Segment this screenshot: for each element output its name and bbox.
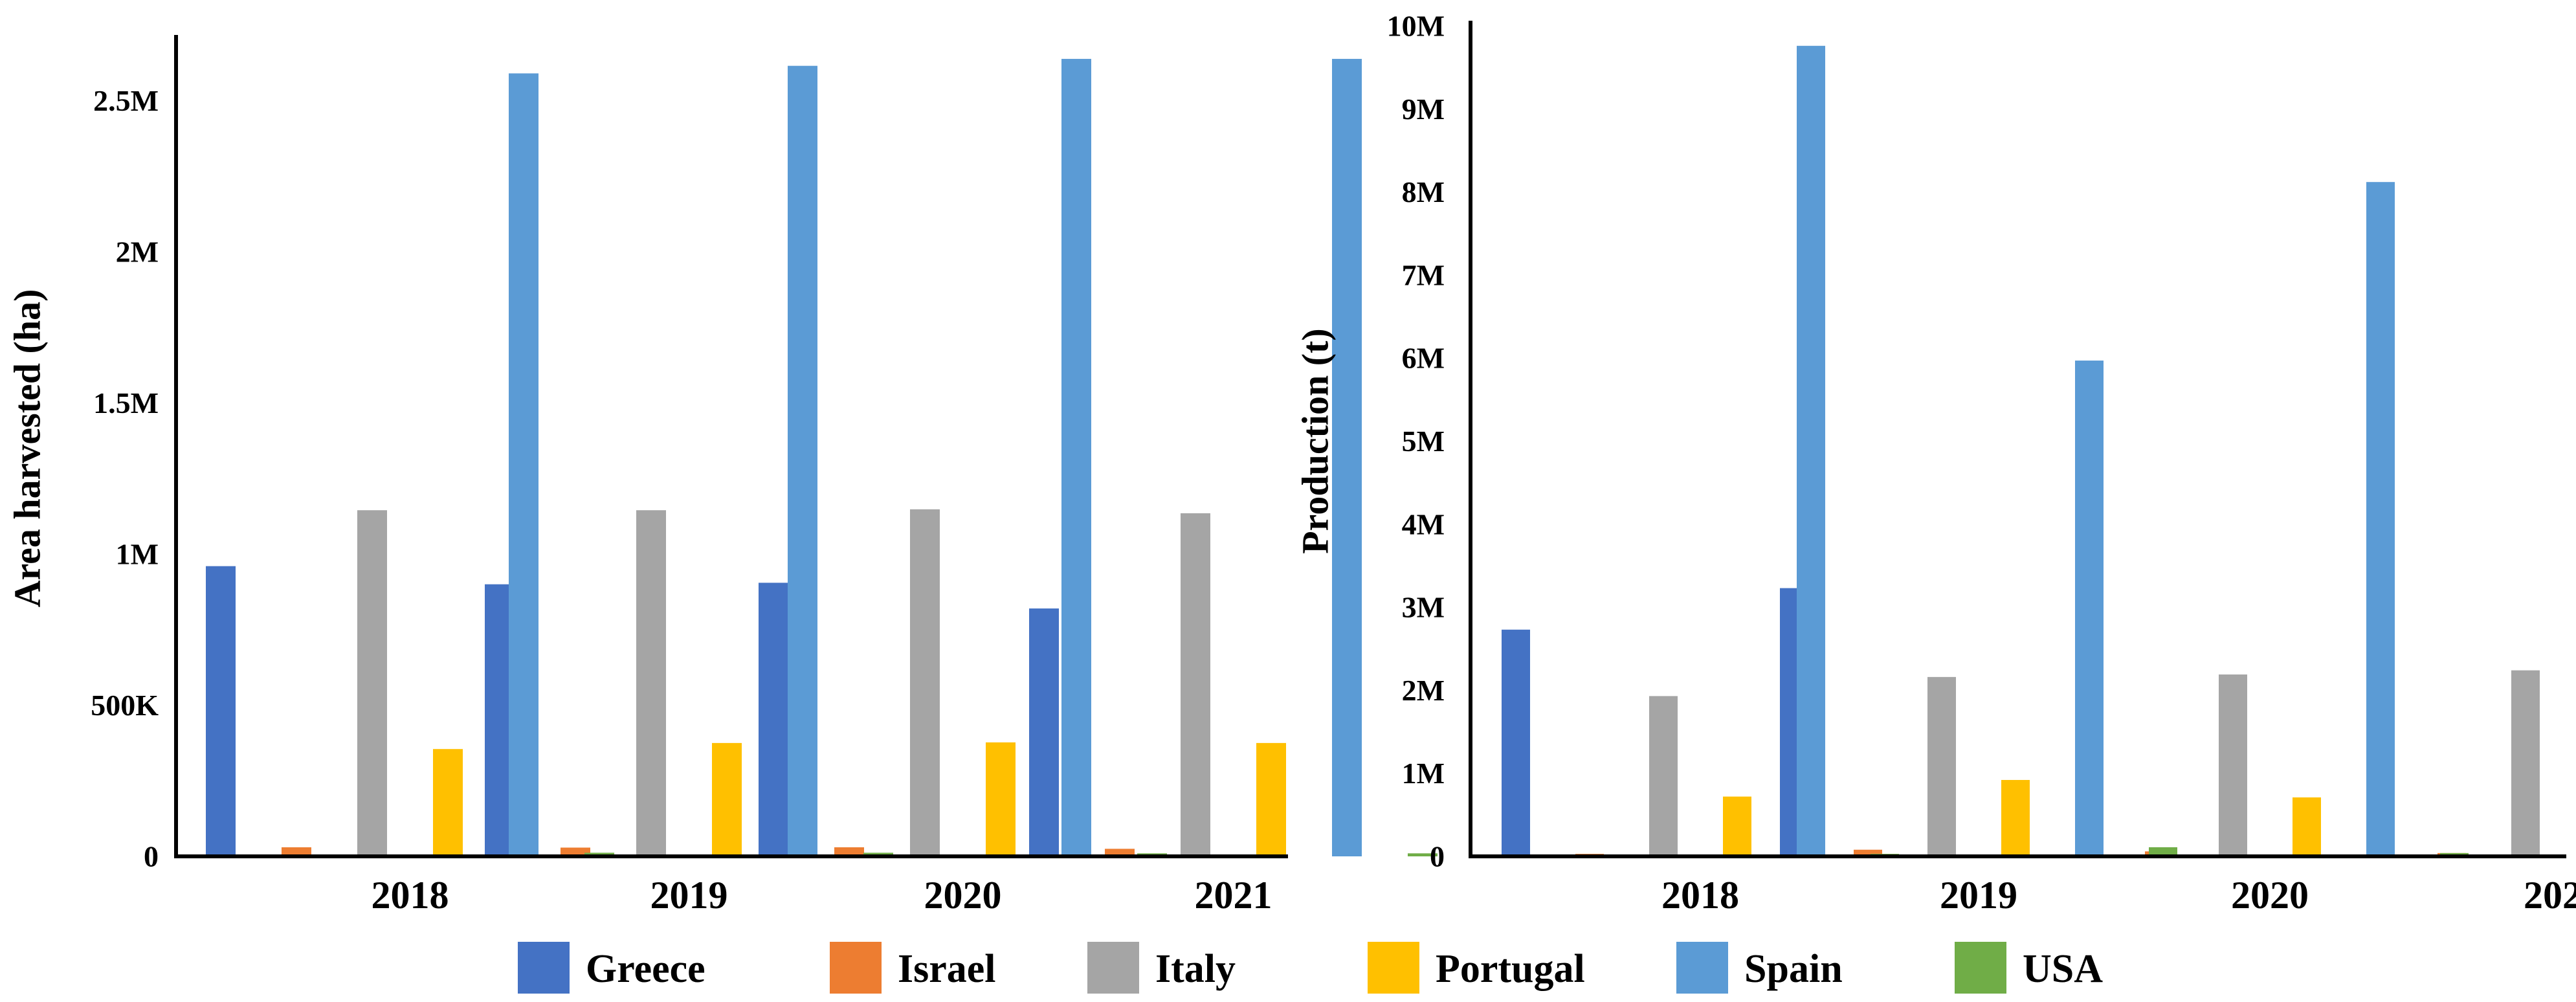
bar-spain-2018 [1797, 46, 1825, 856]
legend-label: Israel [898, 947, 996, 991]
x-tick-label: 2020 [924, 874, 1002, 917]
legend-item-usa: USA [1955, 942, 2103, 994]
legend-item-spain: Spain [1676, 942, 1843, 994]
y-tick-label: 10M [1387, 10, 1445, 43]
x-tick-label: 2020 [2231, 874, 2309, 917]
y-tick-label: 3M [1402, 591, 1445, 624]
legend-label: Italy [1155, 947, 1236, 991]
bar-greece-2020 [759, 583, 788, 856]
bar-portugal-2018 [1723, 797, 1751, 856]
legend-label: USA [2023, 947, 2103, 991]
legend-swatch [518, 942, 570, 994]
bar-portugal-2020 [2293, 797, 2321, 856]
legend-swatch [1955, 942, 2006, 994]
x-tick-label: 2019 [650, 874, 728, 917]
bar-greece-2018 [1502, 630, 1530, 856]
bar-portugal-2019 [2001, 780, 2030, 856]
legend-swatch [1368, 942, 1419, 994]
x-tick-label: 2018 [372, 874, 449, 917]
y-tick-label: 4M [1402, 507, 1445, 540]
bar-italy-2021 [2511, 671, 2540, 856]
bar-italy-2019 [1927, 677, 1956, 856]
area-harvested-chart: Area harvested (ha) 0 500K 1M 1.5M 2M 2.5M 2018… [6, 35, 1438, 917]
y-tick-label: 2.5M [93, 84, 159, 117]
x-tick-label: 2019 [1940, 874, 2017, 917]
y-tick-label: 0 [1430, 840, 1445, 873]
bar-spain-2020 [1061, 59, 1091, 856]
bar-italy-2020 [2219, 674, 2247, 856]
y-tick-label: 500K [91, 689, 159, 722]
bar-spain-2019 [788, 66, 817, 856]
y-tick-label: 7M [1402, 258, 1445, 291]
legend: Greece Israel Italy Portugal Spain USA [518, 942, 2103, 994]
bar-greece-2021 [1029, 608, 1059, 856]
legend-label: Portugal [1436, 947, 1585, 991]
bar-greece-2018 [206, 566, 236, 856]
y-tick-label: 1.5M [93, 386, 159, 419]
y-tick-label: 9M [1402, 93, 1445, 126]
bar-spain-2018 [509, 73, 539, 856]
production-chart: Production (t) 0 1M 2M 3M 4M 5M 6M 7M 8M 9M 10M 2018… [1294, 10, 2576, 917]
legend-label: Spain [1744, 947, 1843, 991]
y-tick-label: 5M [1402, 425, 1445, 458]
legend-label: Greece [586, 947, 705, 991]
bar-spain-2021 [1332, 59, 1362, 856]
x-tick-label: 2021 [1195, 874, 1272, 917]
x-tick-label: 2018 [1661, 874, 1739, 917]
bar-portugal-2020 [986, 742, 1016, 856]
y-tick-label: 8M [1402, 175, 1445, 208]
y-tick-label: 6M [1402, 342, 1445, 375]
y-axis-title: Area harvested (ha) [6, 289, 49, 608]
y-tick-label: 1M [116, 537, 159, 570]
bar-spain-2020 [2366, 182, 2395, 856]
y-tick-label: 2M [1402, 674, 1445, 707]
y-axis-title: Production (t) [1294, 328, 1337, 554]
legend-item-portugal: Portugal [1368, 942, 1585, 994]
legend-swatch [830, 942, 882, 994]
bar-italy-2021 [1181, 513, 1210, 856]
legend-item-italy: Italy [1087, 942, 1236, 994]
legend-swatch [1087, 942, 1139, 994]
bar-portugal-2019 [712, 743, 742, 856]
bar-spain-2019 [2075, 361, 2104, 856]
bar-italy-2018 [357, 510, 387, 856]
bar-portugal-2018 [433, 749, 463, 856]
y-tick-label: 1M [1402, 757, 1445, 790]
y-tick-label: 0 [144, 840, 159, 873]
legend-swatch [1676, 942, 1728, 994]
legend-item-israel: Israel [830, 942, 996, 994]
bar-italy-2019 [636, 510, 666, 856]
x-tick-label: 2021 [2524, 874, 2576, 917]
bar-italy-2020 [910, 509, 940, 856]
legend-item-greece: Greece [518, 942, 705, 994]
bar-portugal-2021 [1256, 743, 1286, 856]
y-tick-label: 2M [116, 235, 159, 268]
bar-italy-2018 [1649, 696, 1678, 856]
